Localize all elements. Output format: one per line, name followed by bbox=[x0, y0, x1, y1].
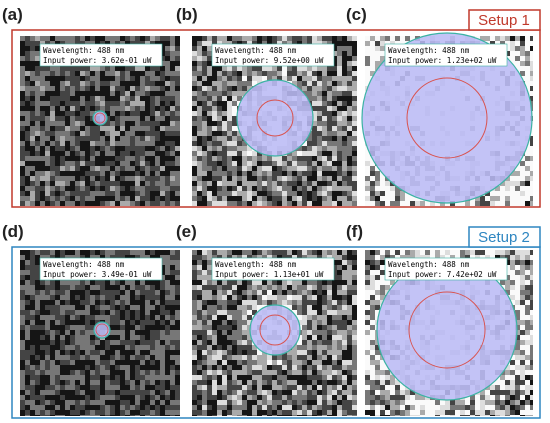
inner-ring bbox=[94, 112, 106, 124]
power-text: Input power: 7.42e+02 uW bbox=[388, 270, 497, 279]
power-text: Input power: 3.62e-01 uW bbox=[43, 56, 152, 65]
speckle bbox=[192, 36, 357, 206]
setup-1-frame bbox=[11, 29, 541, 208]
speckle bbox=[192, 36, 357, 206]
info-box bbox=[211, 43, 335, 67]
panel-label: (a) bbox=[2, 5, 23, 24]
info-box bbox=[39, 43, 163, 67]
beam-spot bbox=[361, 32, 533, 204]
setup-2-tag bbox=[468, 226, 541, 248]
info-box bbox=[384, 43, 508, 67]
wavelength-text: Wavelength: 488 nm bbox=[215, 46, 297, 55]
info-box bbox=[211, 257, 335, 281]
speckle bbox=[365, 250, 533, 416]
speckle bbox=[192, 250, 357, 416]
wavelength-text: Wavelength: 488 nm bbox=[43, 260, 125, 269]
beam-spot bbox=[249, 304, 301, 356]
wavelength-text: Wavelength: 488 nm bbox=[215, 260, 297, 269]
wavelength-text: Wavelength: 488 nm bbox=[388, 46, 470, 55]
speckle bbox=[192, 250, 357, 416]
inner-ring bbox=[95, 323, 109, 337]
panel-label: (e) bbox=[176, 222, 197, 241]
inner-ring bbox=[259, 314, 291, 346]
beam-spot bbox=[376, 259, 518, 401]
inner-ring bbox=[408, 291, 486, 369]
speckle bbox=[20, 36, 180, 206]
power-text: Input power: 1.23e+02 uW bbox=[388, 56, 497, 65]
speckle bbox=[192, 250, 357, 416]
setup-1-text: Setup 1 bbox=[478, 12, 530, 29]
beam-spot bbox=[236, 79, 314, 157]
setup-1-tag bbox=[468, 9, 541, 31]
setup-2-frame bbox=[11, 246, 541, 419]
inner-ring bbox=[256, 99, 294, 137]
power-text: Input power: 3.49e-01 uW bbox=[43, 270, 152, 279]
wavelength-text: Wavelength: 488 nm bbox=[388, 260, 470, 269]
inner-ring bbox=[406, 77, 488, 159]
panel-label: (c) bbox=[346, 5, 367, 24]
setup-2-text: Setup 2 bbox=[478, 229, 530, 246]
info-box bbox=[384, 257, 508, 281]
panel-label: (b) bbox=[176, 5, 198, 24]
info-box bbox=[39, 257, 163, 281]
power-text: Input power: 1.13e+01 uW bbox=[215, 270, 324, 279]
speckle bbox=[192, 36, 357, 206]
wavelength-text: Wavelength: 488 nm bbox=[43, 46, 125, 55]
panel-label: (f) bbox=[346, 222, 363, 241]
power-text: Input power: 9.52e+00 uW bbox=[215, 56, 324, 65]
panel-label: (d) bbox=[2, 222, 24, 241]
